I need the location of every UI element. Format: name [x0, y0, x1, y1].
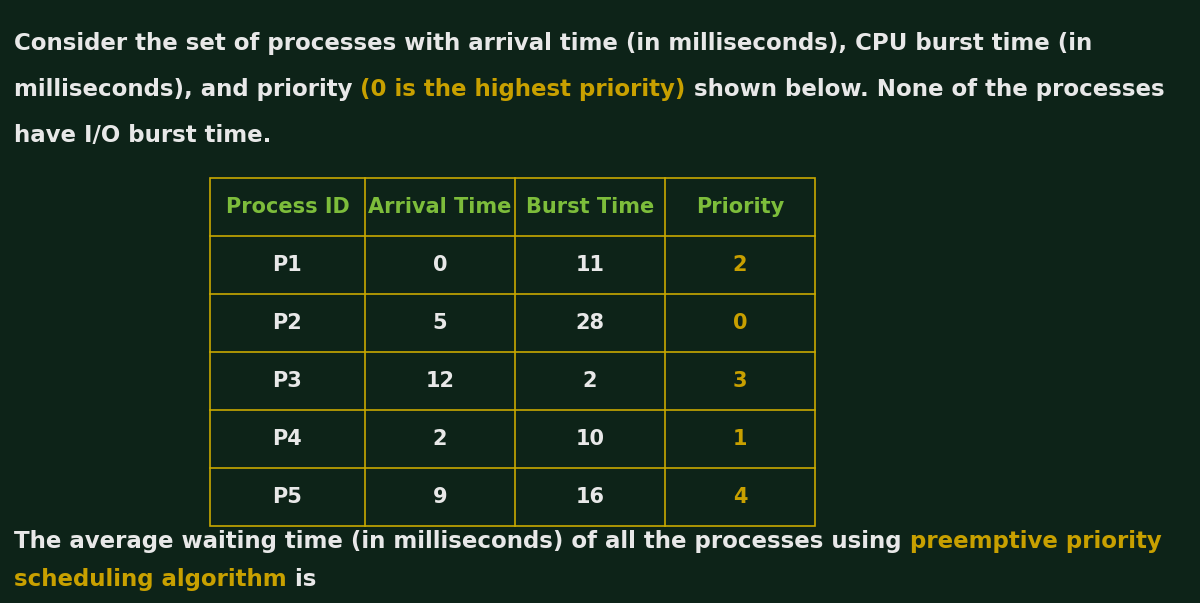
Text: Process ID: Process ID — [226, 197, 349, 217]
Text: 3: 3 — [733, 371, 748, 391]
Text: P4: P4 — [272, 429, 302, 449]
Text: 5: 5 — [433, 313, 448, 333]
Text: P2: P2 — [272, 313, 302, 333]
Text: shown below. None of the processes: shown below. None of the processes — [686, 78, 1164, 101]
Text: preemptive priority: preemptive priority — [910, 530, 1162, 553]
Text: 9: 9 — [433, 487, 448, 507]
Text: scheduling algorithm: scheduling algorithm — [14, 568, 287, 591]
Bar — [210, 178, 815, 526]
Text: is: is — [287, 568, 316, 591]
Text: P5: P5 — [272, 487, 302, 507]
Text: 11: 11 — [576, 255, 605, 275]
Text: 1: 1 — [733, 429, 748, 449]
Text: 0: 0 — [433, 255, 448, 275]
Text: milliseconds), and priority: milliseconds), and priority — [14, 78, 360, 101]
Text: Consider the set of processes with arrival time (in milliseconds), CPU burst tim: Consider the set of processes with arriv… — [14, 32, 1092, 55]
Text: 2: 2 — [583, 371, 598, 391]
Text: Arrival Time: Arrival Time — [368, 197, 511, 217]
Text: 4: 4 — [733, 487, 748, 507]
Text: 0: 0 — [733, 313, 748, 333]
Text: (0 is the highest priority): (0 is the highest priority) — [360, 78, 686, 101]
Text: 12: 12 — [426, 371, 455, 391]
Text: 16: 16 — [576, 487, 605, 507]
Text: P1: P1 — [272, 255, 302, 275]
Text: P3: P3 — [272, 371, 302, 391]
Text: 28: 28 — [576, 313, 605, 333]
Text: The average waiting time (in milliseconds) of all the processes using: The average waiting time (in millisecond… — [14, 530, 910, 553]
Text: 10: 10 — [576, 429, 605, 449]
Text: have I/O burst time.: have I/O burst time. — [14, 124, 271, 147]
Text: 2: 2 — [433, 429, 448, 449]
Text: Priority: Priority — [696, 197, 784, 217]
Text: Burst Time: Burst Time — [526, 197, 654, 217]
Text: 2: 2 — [733, 255, 748, 275]
